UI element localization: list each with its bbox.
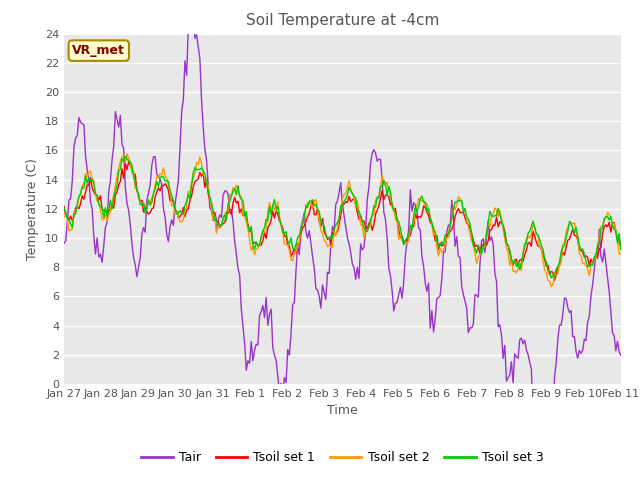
Tsoil set 3 — [547, 275, 555, 281]
Tair — [234, 265, 242, 271]
Tsoil set 2 — [617, 251, 625, 256]
Title: Soil Temperature at -4cm: Soil Temperature at -4cm — [246, 13, 439, 28]
Tair — [498, 332, 506, 337]
Tair — [72, 135, 79, 141]
Tsoil set 1 — [504, 242, 512, 248]
Tsoil set 1 — [125, 159, 132, 165]
Tsoil set 3 — [498, 217, 506, 223]
X-axis label: Time: Time — [327, 405, 358, 418]
Tsoil set 3 — [369, 213, 376, 218]
Tair — [60, 240, 68, 246]
Tsoil set 3 — [234, 183, 242, 189]
Tair — [504, 375, 512, 381]
Tsoil set 1 — [60, 204, 68, 209]
Tsoil set 1 — [486, 228, 493, 233]
Tsoil set 1 — [369, 228, 376, 233]
Tsoil set 2 — [369, 211, 376, 217]
Tsoil set 1 — [234, 198, 242, 204]
Tsoil set 2 — [498, 216, 506, 222]
Tsoil set 2 — [60, 214, 68, 220]
Line: Tair: Tair — [64, 14, 621, 478]
Tsoil set 2 — [547, 284, 555, 289]
Tsoil set 3 — [617, 247, 625, 252]
Legend: Tair, Tsoil set 1, Tsoil set 2, Tsoil set 3: Tair, Tsoil set 1, Tsoil set 2, Tsoil se… — [136, 446, 548, 469]
Tair — [369, 150, 376, 156]
Tsoil set 2 — [123, 151, 131, 156]
Tsoil set 3 — [122, 153, 129, 159]
Text: VR_met: VR_met — [72, 44, 125, 57]
Tsoil set 3 — [72, 211, 79, 217]
Line: Tsoil set 1: Tsoil set 1 — [64, 162, 621, 280]
Tsoil set 2 — [72, 210, 79, 216]
Tsoil set 1 — [72, 205, 79, 211]
Tair — [617, 352, 625, 358]
Tsoil set 3 — [486, 208, 493, 214]
Tsoil set 1 — [498, 220, 506, 226]
Y-axis label: Temperature (C): Temperature (C) — [26, 158, 39, 260]
Tsoil set 1 — [550, 277, 558, 283]
Tair — [486, 238, 493, 243]
Line: Tsoil set 3: Tsoil set 3 — [64, 156, 621, 278]
Tsoil set 1 — [617, 244, 625, 250]
Line: Tsoil set 2: Tsoil set 2 — [64, 154, 621, 287]
Tair — [539, 475, 547, 480]
Tsoil set 3 — [60, 205, 68, 211]
Tsoil set 2 — [504, 250, 512, 255]
Tsoil set 2 — [234, 187, 242, 193]
Tsoil set 3 — [504, 243, 512, 249]
Tair — [189, 11, 197, 17]
Tsoil set 2 — [486, 224, 493, 229]
